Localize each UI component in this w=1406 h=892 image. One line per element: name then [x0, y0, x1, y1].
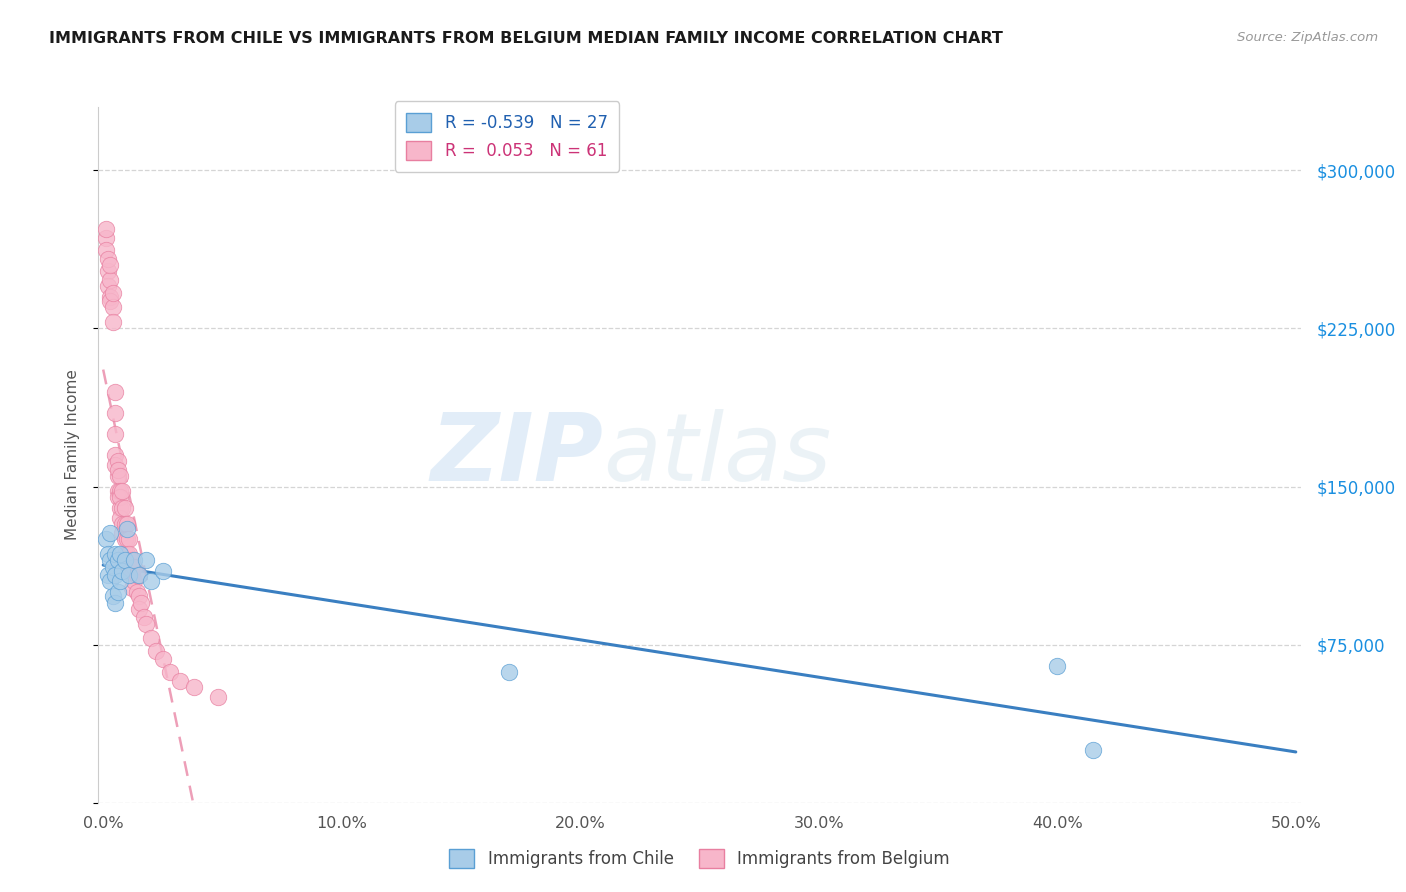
- Point: [107, 469, 129, 483]
- Point: [107, 483, 129, 498]
- Point: [152, 564, 174, 578]
- Point: [108, 490, 131, 504]
- Point: [115, 517, 138, 532]
- Point: [107, 463, 129, 477]
- Point: [108, 500, 131, 515]
- Point: [111, 483, 134, 498]
- Point: [98, 290, 121, 304]
- Point: [114, 533, 136, 547]
- Point: [101, 315, 124, 329]
- Y-axis label: Median Family Income: Median Family Income: [65, 369, 80, 541]
- Point: [128, 602, 150, 616]
- Point: [114, 500, 136, 515]
- Point: [94, 231, 117, 245]
- Point: [98, 574, 121, 589]
- Text: Source: ZipAtlas.com: Source: ZipAtlas.com: [1237, 31, 1378, 45]
- Point: [118, 547, 141, 561]
- Text: ZIP: ZIP: [430, 409, 603, 501]
- Point: [108, 574, 131, 589]
- Point: [121, 568, 143, 582]
- Point: [107, 585, 129, 599]
- Point: [104, 458, 127, 473]
- Point: [128, 589, 150, 603]
- Point: [152, 652, 174, 666]
- Point: [118, 559, 141, 574]
- Point: [118, 568, 141, 582]
- Point: [111, 525, 134, 540]
- Point: [108, 483, 131, 498]
- Point: [104, 568, 127, 582]
- Point: [131, 595, 153, 609]
- Point: [108, 547, 131, 561]
- Point: [94, 222, 117, 236]
- Point: [111, 500, 134, 515]
- Text: IMMIGRANTS FROM CHILE VS IMMIGRANTS FROM BELGIUM MEDIAN FAMILY INCOME CORRELATIO: IMMIGRANTS FROM CHILE VS IMMIGRANTS FROM…: [49, 31, 1002, 46]
- Point: [139, 574, 162, 589]
- Point: [498, 665, 520, 679]
- Point: [115, 533, 138, 547]
- Point: [107, 454, 129, 468]
- Point: [108, 469, 131, 483]
- Point: [98, 525, 121, 540]
- Point: [104, 406, 127, 420]
- Point: [101, 559, 124, 574]
- Point: [145, 644, 167, 658]
- Point: [104, 547, 127, 561]
- Point: [159, 665, 181, 679]
- Point: [111, 517, 134, 532]
- Point: [94, 533, 117, 547]
- Point: [97, 252, 120, 266]
- Point: [98, 258, 121, 272]
- Point: [115, 522, 138, 536]
- Point: [1046, 658, 1069, 673]
- Text: atlas: atlas: [603, 409, 831, 500]
- Point: [104, 384, 127, 399]
- Point: [121, 553, 143, 567]
- Point: [114, 547, 136, 561]
- Point: [115, 547, 138, 561]
- Point: [104, 595, 127, 609]
- Point: [121, 581, 143, 595]
- Point: [111, 564, 134, 578]
- Point: [132, 610, 155, 624]
- Legend: Immigrants from Chile, Immigrants from Belgium: Immigrants from Chile, Immigrants from B…: [443, 842, 956, 874]
- Point: [114, 553, 136, 567]
- Point: [97, 568, 120, 582]
- Point: [108, 511, 131, 525]
- Point: [97, 264, 120, 278]
- Point: [139, 632, 162, 646]
- Point: [101, 301, 124, 315]
- Point: [135, 553, 157, 567]
- Point: [122, 559, 145, 574]
- Point: [183, 680, 205, 694]
- Point: [125, 568, 148, 582]
- Point: [98, 553, 121, 567]
- Point: [207, 690, 229, 705]
- Point: [98, 293, 121, 308]
- Point: [125, 585, 148, 599]
- Point: [98, 273, 121, 287]
- Point: [97, 547, 120, 561]
- Point: [122, 574, 145, 589]
- Point: [114, 517, 136, 532]
- Point: [128, 568, 150, 582]
- Point: [101, 589, 124, 603]
- Point: [135, 616, 157, 631]
- Point: [104, 448, 127, 462]
- Point: [101, 285, 124, 300]
- Point: [94, 244, 117, 258]
- Point: [107, 553, 129, 567]
- Point: [1081, 743, 1104, 757]
- Point: [104, 426, 127, 441]
- Point: [122, 553, 145, 567]
- Point: [118, 533, 141, 547]
- Point: [107, 490, 129, 504]
- Point: [97, 279, 120, 293]
- Point: [169, 673, 191, 688]
